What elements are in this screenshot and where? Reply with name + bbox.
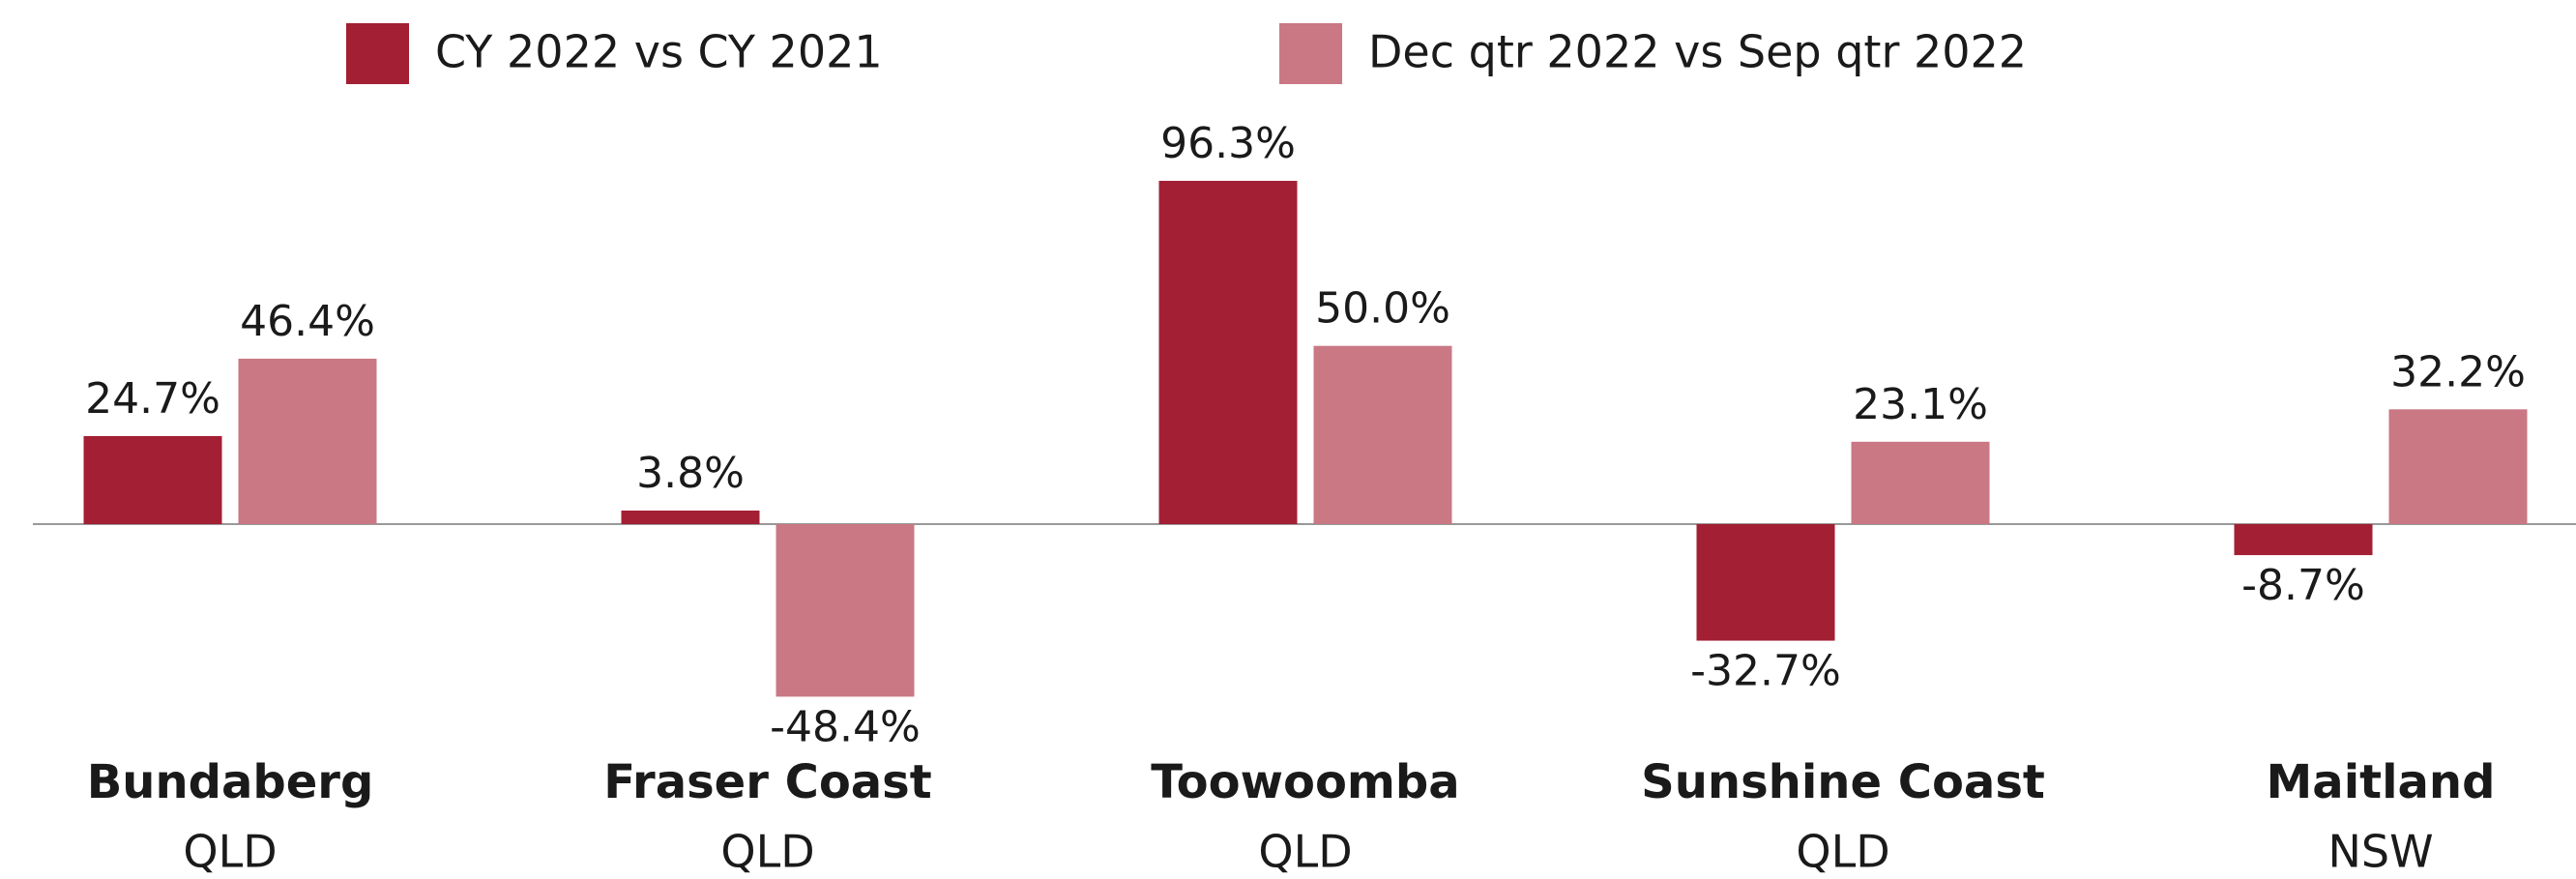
data-label: 50.0% (1315, 284, 1450, 334)
legend-label: Dec qtr 2022 vs Sep qtr 2022 (1368, 26, 2027, 78)
bar (1313, 345, 1452, 524)
state-label: QLD (720, 826, 814, 878)
legend-label: CY 2022 vs CY 2021 (435, 26, 883, 78)
category-label: Sunshine Coast (1641, 755, 2045, 809)
state-label: NSW (2327, 826, 2433, 878)
data-label: 96.3% (1160, 119, 1296, 168)
bar (1696, 524, 1835, 641)
data-label: 3.8% (636, 449, 745, 498)
bar (1158, 181, 1298, 524)
state-label: QLD (1258, 826, 1352, 878)
state-label: QLD (183, 826, 277, 878)
category-label: Fraser Coast (603, 755, 931, 809)
data-label: -32.7% (1690, 647, 1841, 696)
data-label: 24.7% (85, 374, 220, 424)
bar (83, 435, 222, 524)
legend-swatch (1279, 23, 1342, 84)
category-label: Maitland (2267, 755, 2496, 809)
bar (1851, 441, 1990, 524)
data-label: -8.7% (2241, 561, 2365, 610)
data-label: 23.1% (1853, 380, 1988, 429)
bar (2388, 409, 2528, 524)
data-label: 46.4% (240, 297, 375, 346)
state-label: QLD (1796, 826, 1889, 878)
legend-swatch (346, 23, 409, 84)
bar (776, 524, 915, 697)
bar (621, 510, 760, 524)
bar (2234, 524, 2373, 556)
category-label: Toowoomba (1151, 755, 1459, 809)
bar (238, 358, 377, 524)
data-label: 32.2% (2390, 347, 2526, 396)
data-label: -48.4% (770, 702, 921, 751)
category-label: Bundaberg (87, 755, 374, 809)
